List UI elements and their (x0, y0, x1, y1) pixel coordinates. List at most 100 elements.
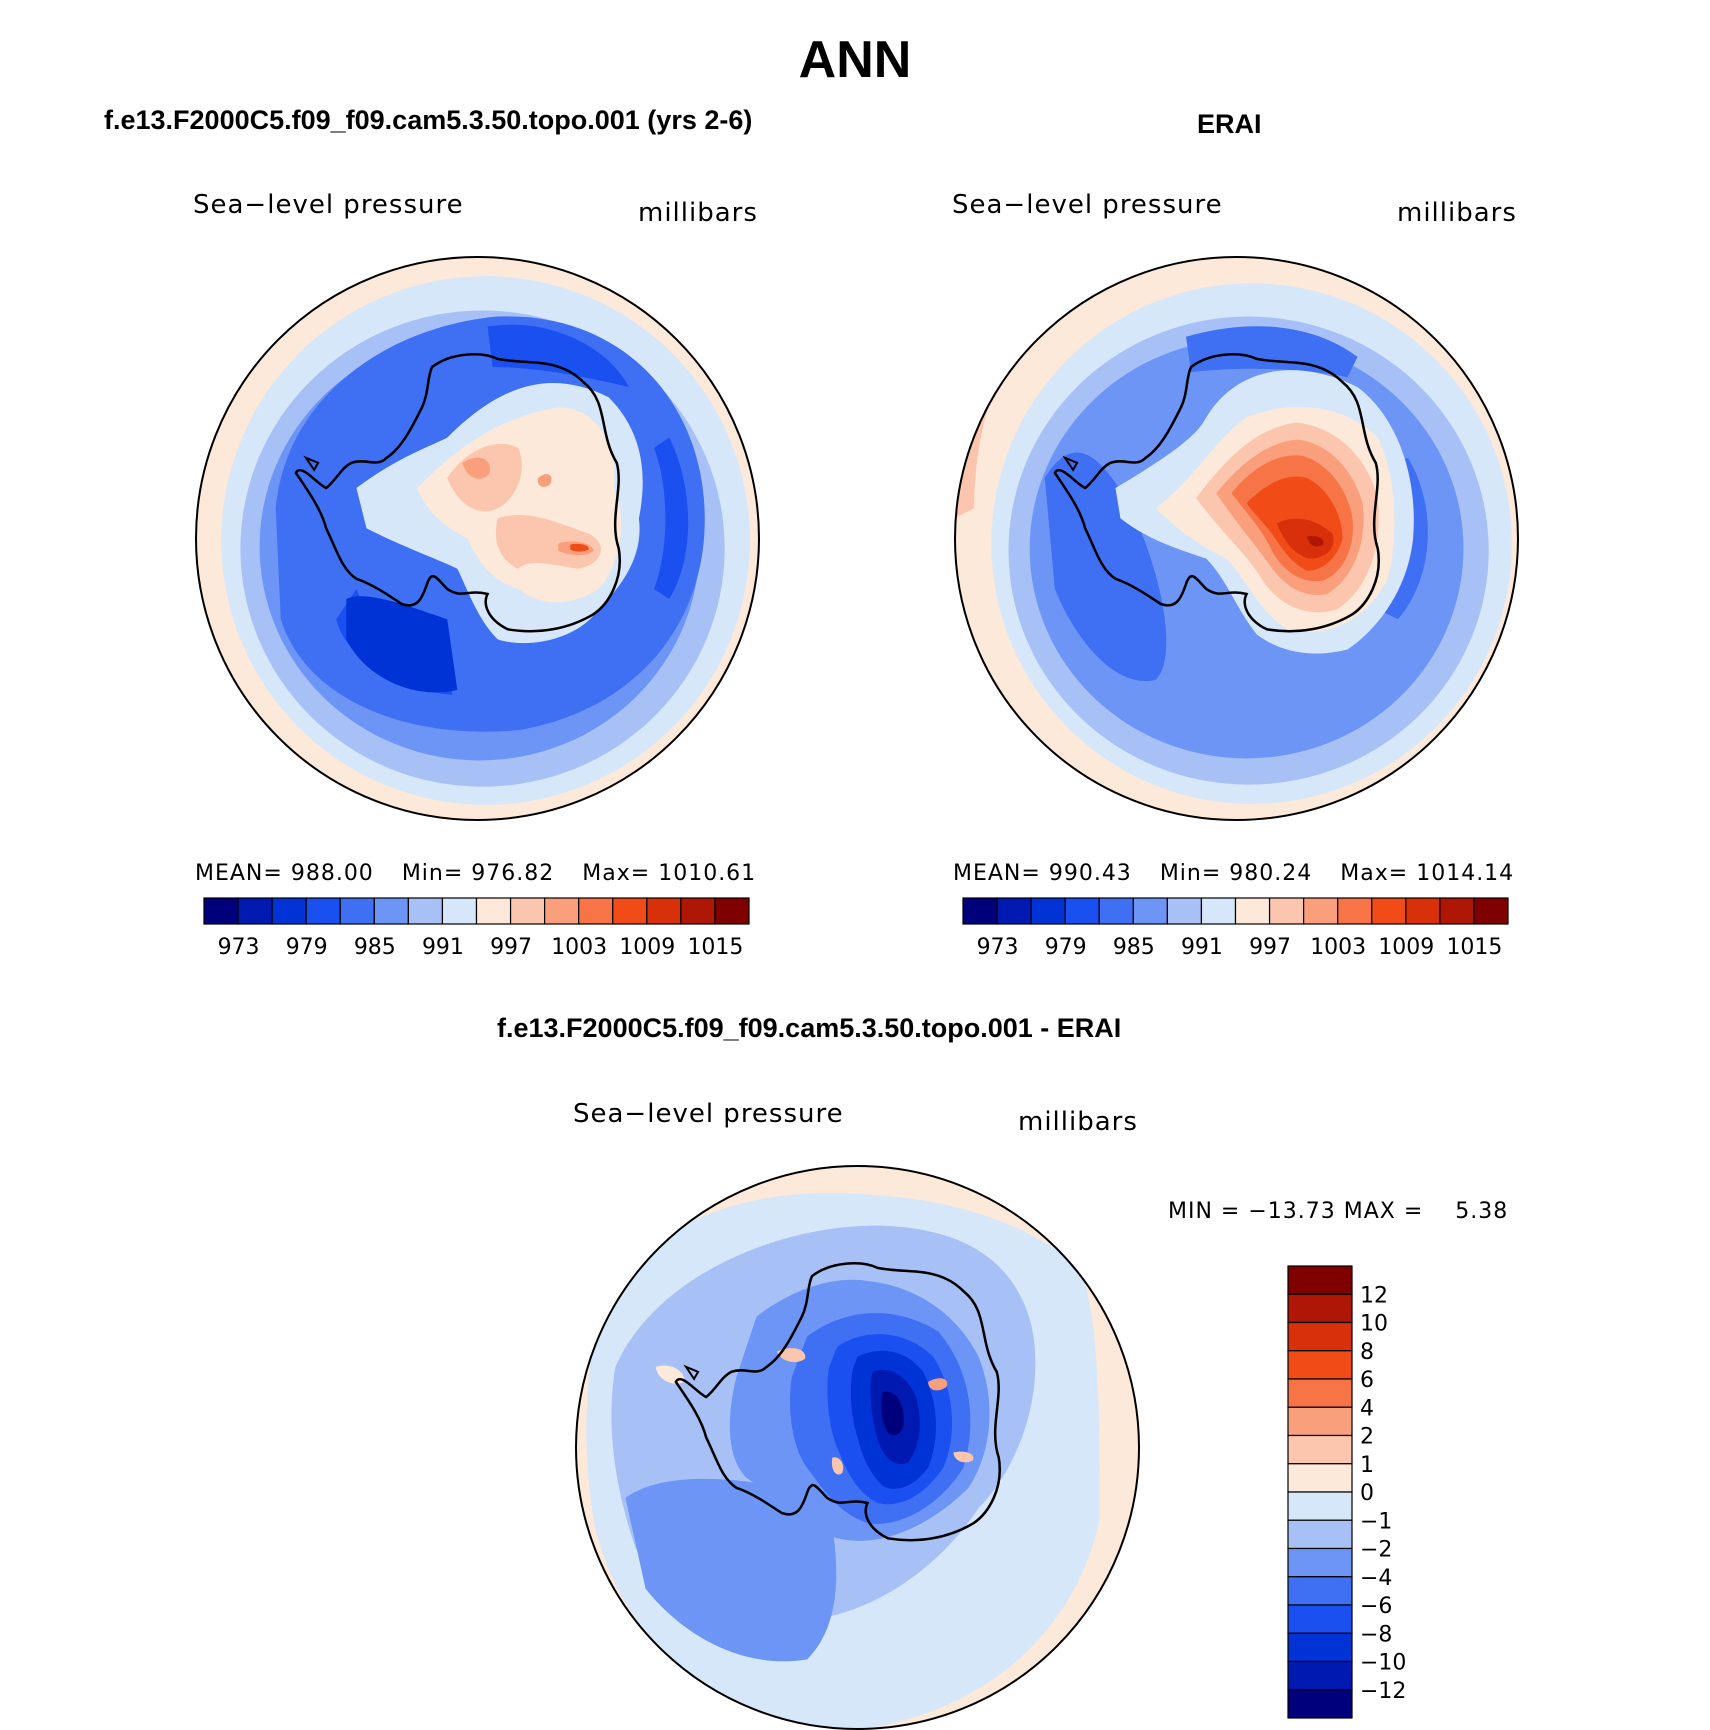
colorbar-swatch (1473, 897, 1509, 925)
colorbar-swatch (1287, 1434, 1353, 1465)
colorbar-tick-label: 985 (354, 935, 396, 960)
colorbar-swatch (1287, 1265, 1353, 1295)
colorbar-tick-label: 985 (1113, 935, 1155, 960)
panel1-map (195, 256, 760, 821)
colorbar-swatch (407, 897, 444, 925)
diff-contours (576, 1166, 1139, 1729)
colorbar-swatch (1287, 1632, 1353, 1663)
colorbar-swatch (680, 897, 716, 925)
panel2-variable: Sea−level pressure (952, 190, 1223, 220)
colorbar-swatch (1234, 897, 1271, 925)
colorbar-swatch (509, 897, 546, 925)
panel1-min-value: 976.82 (471, 861, 555, 886)
colorbar-tick-label: −4 (1360, 1566, 1392, 1591)
colorbar-tick-label: 979 (286, 935, 328, 960)
colorbar-tick-label: 10 (1360, 1312, 1388, 1337)
panel2-max-value: 1014.14 (1416, 861, 1515, 886)
colorbar-swatch (1287, 1350, 1353, 1380)
diff-units: millibars (1018, 1107, 1138, 1137)
colorbar-swatch (714, 897, 750, 925)
panel2-stats: MEAN= 990.43 Min= 980.24 Max= 1014.14 (953, 861, 1514, 886)
panel1-title: f.e13.F2000C5.f09_f09.cam5.3.50.topo.001… (104, 105, 753, 135)
main-title: ANN (798, 31, 912, 89)
colorbar-swatch (1287, 1660, 1353, 1691)
colorbar-swatch (1287, 1378, 1353, 1408)
colorbar-tick-label: 1003 (1310, 935, 1366, 960)
colorbar-swatch (1287, 1463, 1353, 1493)
colorbar-swatch (1405, 897, 1441, 925)
colorbar-swatch (475, 897, 512, 925)
colorbar-swatch (1098, 897, 1134, 925)
panel2-contours (955, 257, 1518, 820)
colorbar-tick-label: −10 (1360, 1651, 1406, 1676)
colorbar-tick-label: 2 (1360, 1425, 1374, 1450)
colorbar-tick-label: 4 (1360, 1396, 1374, 1421)
colorbar-tick-label: −2 (1360, 1538, 1392, 1563)
panel1-variable: Sea−level pressure (193, 190, 464, 220)
colorbar-swatch (237, 897, 273, 925)
colorbar-swatch (441, 897, 478, 925)
colorbar-swatch (1337, 897, 1373, 925)
colorbar-tick-label: 8 (1360, 1340, 1374, 1365)
colorbar-swatch (1166, 897, 1203, 925)
colorbar-tick-label: 0 (1360, 1481, 1374, 1506)
panel1-colorbar: 973 979 985 991 997 1003 1009 1015 (203, 897, 750, 960)
colorbar-tick-label: 1015 (687, 935, 743, 960)
colorbar-tick-label: 991 (422, 935, 464, 960)
diff-variable: Sea−level pressure (573, 1099, 844, 1129)
colorbar-tick-label: −1 (1360, 1509, 1392, 1534)
colorbar-swatch (1439, 897, 1475, 925)
panel1-contours (196, 257, 759, 820)
colorbar-tick-label: 12 (1360, 1283, 1388, 1308)
colorbar-tick-label: −8 (1360, 1622, 1392, 1647)
colorbar-tick-label: 1009 (619, 935, 675, 960)
diff-minmax: MIN = −13.73 MAX = 5.38 (1168, 1199, 1509, 1224)
panel2-min-value: 980.24 (1229, 861, 1313, 886)
panel1-mean-value: 988.00 (290, 861, 374, 886)
colorbar-swatch (1287, 1293, 1353, 1324)
diff-coastline (674, 1262, 1001, 1542)
diff-title: f.e13.F2000C5.f09_f09.cam5.3.50.topo.001… (497, 1013, 1122, 1043)
panel2-max-label: Max= (1340, 861, 1409, 886)
colorbar-swatch (203, 897, 239, 925)
panel1-max-label: Max= (582, 861, 651, 886)
colorbar-swatch (1268, 897, 1305, 925)
colorbar-swatch (339, 897, 375, 925)
colorbar-swatch (646, 897, 682, 925)
panel2-colorbar: 973 979 985 991 997 1003 1009 1015 (962, 897, 1509, 960)
colorbar-swatch (1287, 1547, 1353, 1578)
colorbar-swatch (1303, 897, 1339, 925)
panel2-min-label: Min= (1159, 861, 1222, 886)
colorbar-swatch (1287, 1519, 1353, 1550)
colorbar-tick-label: −6 (1360, 1594, 1392, 1619)
colorbar-swatch (1132, 897, 1168, 925)
colorbar-tick-label: 991 (1181, 935, 1223, 960)
colorbar-tick-label: 1009 (1378, 935, 1434, 960)
colorbar-swatch (996, 897, 1032, 925)
colorbar-swatch (305, 897, 341, 925)
colorbar-swatch (1287, 1406, 1353, 1437)
colorbar-tick-label: 1015 (1446, 935, 1502, 960)
colorbar-swatch (1200, 897, 1237, 925)
colorbar-tick-label: 1003 (551, 935, 607, 960)
colorbar-tick-label: 973 (218, 935, 260, 960)
colorbar-swatch (1371, 897, 1407, 925)
colorbar-swatch (1287, 1491, 1353, 1521)
panel1-min-label: Min= (401, 861, 464, 886)
colorbar-tick-label: 979 (1045, 935, 1087, 960)
colorbar-swatch (373, 897, 409, 925)
panel1-coastline (294, 353, 621, 633)
colorbar-swatch (612, 897, 648, 925)
panel1-units: millibars (638, 198, 758, 228)
panel2-map (954, 256, 1519, 821)
colorbar-swatch (1064, 897, 1100, 925)
panel2-mean-value: 990.43 (1048, 861, 1132, 886)
panel2-mean-label: MEAN= (953, 861, 1041, 886)
colorbar-swatch (962, 897, 998, 925)
panel1-stats: MEAN= 988.00 Min= 976.82 Max= 1010.61 (195, 861, 756, 886)
colorbar-swatch (1287, 1321, 1353, 1352)
colorbar-swatch (578, 897, 614, 925)
colorbar-swatch (271, 897, 307, 925)
panel2-units: millibars (1397, 198, 1517, 228)
